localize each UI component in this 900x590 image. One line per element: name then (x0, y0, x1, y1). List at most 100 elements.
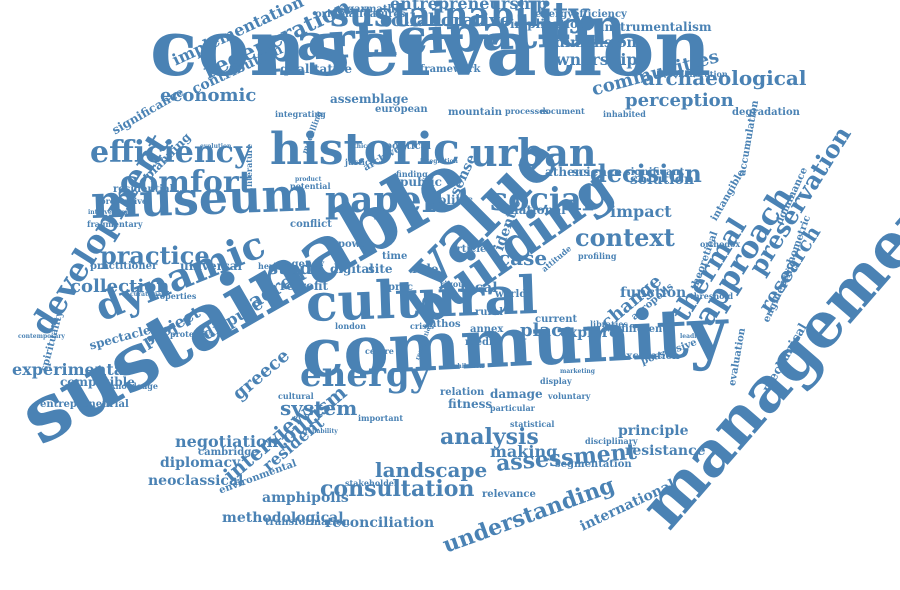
word-153-important: important (358, 413, 404, 423)
word-112-site: site (368, 262, 393, 276)
word-122-fragmentary: fragmentary (87, 219, 143, 229)
word-90-assemblage: assemblage (330, 92, 409, 106)
word-111-media: media (465, 337, 500, 348)
word-155-orthodox: orthodox (700, 239, 741, 249)
word-180-exhibition: exhibition (450, 363, 484, 370)
word-165-london: london (335, 321, 366, 331)
word-127-knowledge: knowledge (110, 381, 158, 391)
word-62-national: national (510, 203, 566, 217)
word-168-rigour: rigour (440, 279, 469, 289)
word-141-product: product (295, 176, 322, 183)
word-98-collaboration: collaboration (668, 69, 728, 79)
word-137-world: world (495, 289, 527, 300)
word-136-rural: rural (475, 307, 504, 318)
word-159-profiling: profiling (578, 251, 617, 261)
word-68-resistance: resistance (625, 443, 706, 459)
word-74-methodological: methodological (222, 510, 344, 526)
word-86-originalfeatures: originalfeatures (315, 9, 406, 20)
word-27-landscape: landscape (375, 458, 488, 482)
word-154-threshold: threshold (690, 291, 734, 301)
word-176-literature: literature (244, 143, 254, 187)
word-181-marketing: marketing (560, 368, 595, 375)
word-114-proc: proc (388, 282, 414, 293)
word-16-paper: paper (325, 179, 441, 221)
word-91-integrating: integrating (275, 109, 326, 119)
word-56-impact: impact (610, 202, 672, 221)
word-88-energyefficiency: energyefficiency (535, 9, 627, 20)
word-57-function: function (620, 285, 687, 301)
word-70-negotiation: negotiation (175, 432, 279, 451)
word-10-urban: urban (470, 130, 597, 175)
word-51-dimension: dimension (555, 35, 637, 51)
word-54-perception: perception (625, 90, 734, 111)
word-11-sustainability: sustainability (330, 0, 589, 35)
word-49-framework: framework (420, 64, 481, 75)
word-19-practice: practice (100, 241, 210, 270)
word-135-cultural: cultural (278, 391, 314, 401)
word-33-collection: collection (70, 276, 170, 297)
word-138-article: article (450, 244, 487, 255)
word-92-european: european (375, 104, 428, 115)
word-78-segmentation: segmentation (555, 459, 632, 470)
word-142-political: political (385, 141, 432, 152)
word-106-excavation: excavation (620, 351, 680, 362)
word-170-justice: justice (345, 157, 375, 167)
word-119-practitioner: practitioner (90, 261, 158, 272)
word-132-display: display (540, 376, 572, 386)
word-0-conservation: conservation (150, 3, 712, 94)
word-61-local: local (460, 280, 498, 296)
word-149-transformation: transformation (265, 517, 350, 528)
word-26-context: context (575, 223, 675, 252)
word-14-comfort: comfort (120, 165, 253, 200)
word-17-energy: energy (300, 355, 430, 395)
word-73-amphipolis: amphipolis (262, 490, 349, 506)
word-75-reconciliation: reconciliation (325, 515, 435, 531)
word-55-solution: solution (630, 172, 695, 188)
word-108-current: current (535, 314, 578, 325)
word-163-time: time (382, 251, 408, 262)
word-175-evolution: evolution (200, 143, 232, 150)
word-166-centre: centre (365, 346, 394, 356)
word-95-document: document (540, 106, 585, 116)
word-143-athens: athens (545, 165, 591, 179)
word-131-voluntary: voluntary (548, 391, 591, 401)
word-107-different: different (618, 324, 667, 335)
word-32-experimental: experimental (12, 360, 131, 379)
word-81-entrepreneurial: entrepreneurial (40, 399, 129, 410)
word-118-universal: universal (180, 259, 243, 273)
word-79-cambridge: cambridge (198, 447, 258, 458)
word-35-economic: economic (160, 85, 257, 106)
word-59-place: place (520, 320, 574, 341)
word-169-finding: finding (396, 169, 428, 179)
word-125-protective: protective (170, 329, 216, 339)
word-123-intervention: intervention (88, 209, 130, 216)
word-121-preventive: preventive (100, 196, 147, 206)
word-72-neoclassical: neoclassical (148, 473, 244, 489)
word-178-integration: integration (420, 158, 458, 165)
word-52-instrumentalism: instrumentalism (600, 20, 712, 34)
word-116-power: power (338, 239, 372, 250)
word-179-leading: leading (680, 333, 706, 340)
word-162-retrofit: retrofit (280, 279, 329, 293)
word-89-qualitative: qualitative (280, 62, 353, 76)
word-97-inhabited: inhabited (603, 109, 646, 119)
word-65-public: public (400, 175, 442, 189)
word-133-relation: relation (440, 387, 485, 398)
word-36-case: case (498, 246, 548, 270)
word-44-study: study (268, 258, 323, 279)
word-46-collaborative: collaborative (380, 10, 512, 31)
word-117-agency: agency (285, 259, 325, 270)
word-173-curatorial: curatorial (130, 291, 164, 298)
word-134-system: system (280, 396, 358, 420)
word-67-principle: principle (618, 423, 689, 439)
word-9-historic: historic (270, 124, 460, 175)
word-164-crisis: crisis (410, 321, 435, 331)
word-147-disciplinary: disciplinary (585, 436, 638, 446)
word-177-ethical: ethical (350, 143, 374, 150)
word-60-explore: explore (560, 325, 618, 341)
word-50-ownership: ownership (545, 50, 638, 69)
word-124-properties: properties (150, 291, 197, 301)
word-80-compatible: compatible (60, 375, 135, 389)
word-15-social: social (490, 180, 594, 218)
word-113-role: role (412, 262, 439, 276)
